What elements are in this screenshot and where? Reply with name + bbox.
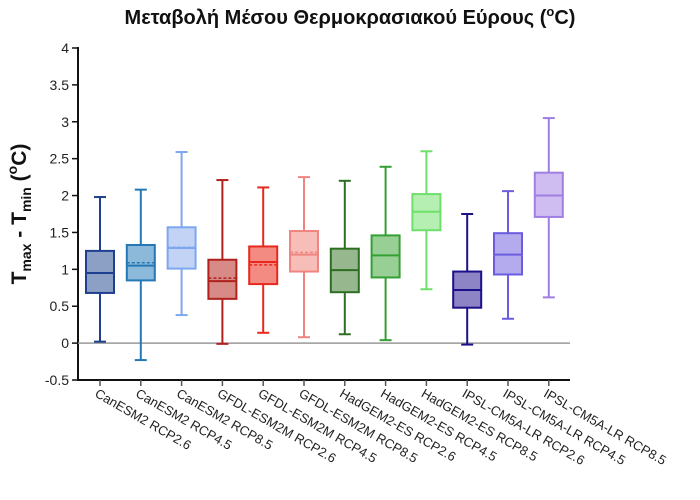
y-axis: -0.5 0 0.5 1 1.5 2 2.5 3 3.5 4 — [45, 40, 570, 388]
y-tick-label: 0 — [61, 335, 69, 351]
iqr-box — [370, 234, 401, 279]
box-gfdl-esm2m-rcp8-5 — [289, 176, 319, 339]
y-tick-label: 4 — [61, 40, 69, 56]
iqr-box — [85, 249, 115, 294]
iqr-box — [248, 245, 279, 286]
box-hadgem2-es-rcp8-5 — [411, 150, 442, 291]
box-canesm2-rcp8-5 — [166, 151, 197, 317]
box-gfdl-esm2m-rcp2-6 — [207, 179, 238, 345]
box-canesm2-rcp4-5 — [125, 188, 156, 362]
box-ipsl-cm5a-lr-rcp2-6 — [452, 213, 483, 346]
box-ipsl-cm5a-lr-rcp8-5 — [533, 117, 564, 299]
y-tick-label: 2.5 — [50, 151, 70, 167]
iqr-box — [289, 229, 319, 273]
y-tick-label: 2 — [61, 188, 69, 204]
box-ipsl-cm5a-lr-rcp4-5 — [493, 190, 523, 320]
boxes — [85, 117, 564, 362]
y-tick-label: 1.5 — [50, 224, 70, 240]
svg-text:Tmax - Tmin (oC): Tmax - Tmin (oC) — [4, 144, 34, 285]
y-tick-label: 3 — [61, 114, 69, 130]
box-hadgem2-es-rcp4-5 — [370, 165, 401, 342]
box-gfdl-esm2m-rcp4-5 — [248, 186, 279, 334]
chart-title: Μεταβολή Μέσου Θερμοκρασιακού Εύρους (oC… — [125, 4, 576, 29]
y-tick-label: 0.5 — [50, 298, 70, 314]
iqr-box — [125, 243, 156, 282]
y-tick-label: 3.5 — [50, 77, 70, 93]
iqr-box — [207, 258, 238, 300]
y-tick-label: 1 — [61, 261, 69, 277]
y-tick-label: -0.5 — [45, 372, 69, 388]
y-axis-label: Tmax - Tmin (oC) — [4, 144, 34, 285]
box-hadgem2-es-rcp2-6 — [329, 179, 360, 336]
box-canesm2-rcp2-6 — [85, 196, 115, 343]
